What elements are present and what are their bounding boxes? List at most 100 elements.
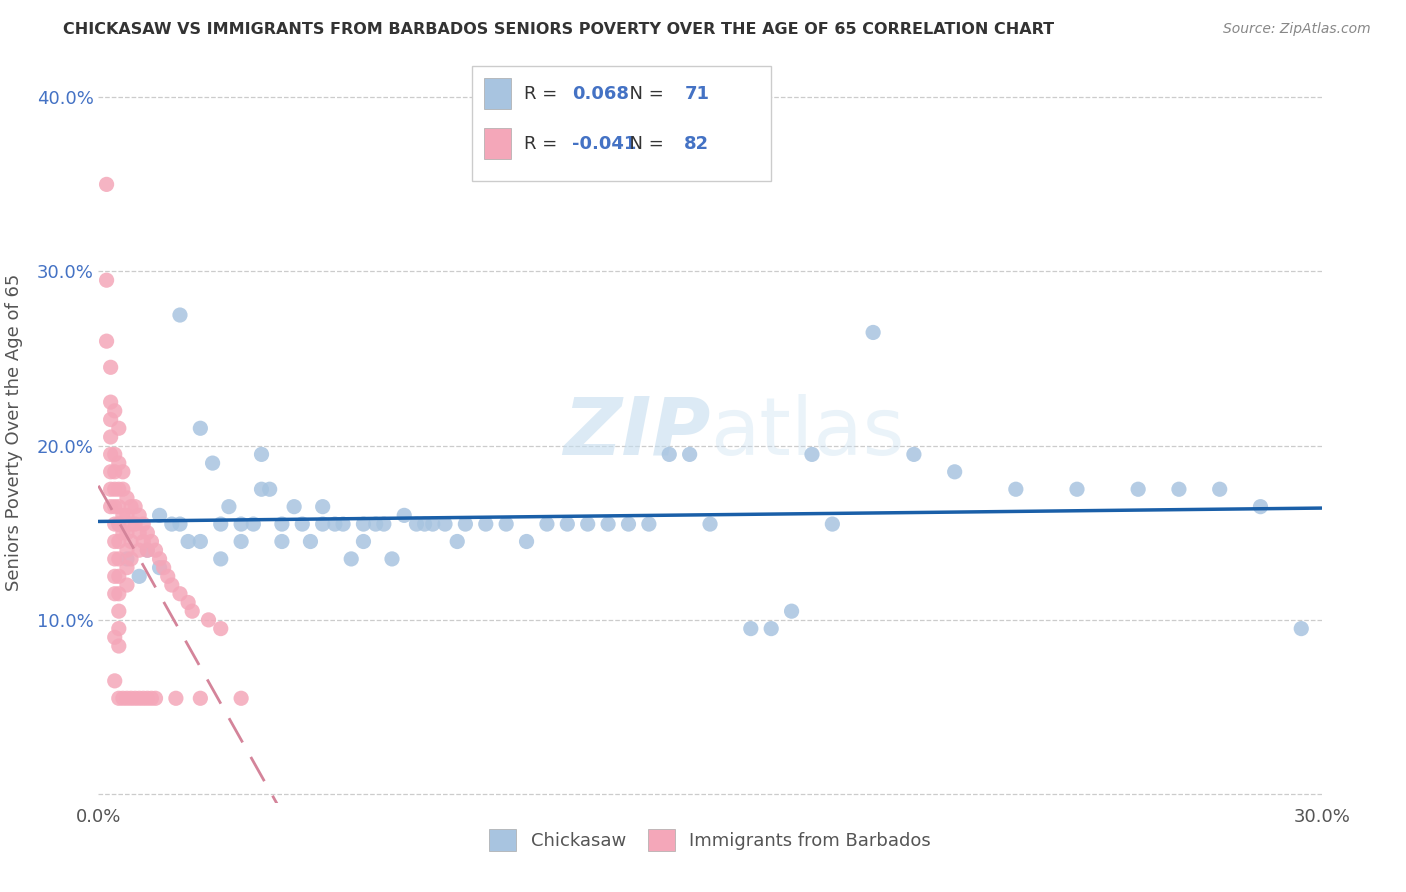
Point	[115, 543, 138, 558]
Point	[141, 534, 163, 549]
Point	[536, 517, 558, 532]
Point	[115, 560, 138, 574]
Point	[169, 308, 191, 322]
Point	[108, 622, 131, 636]
Text: N =: N =	[619, 86, 669, 103]
Point	[270, 534, 294, 549]
Point	[177, 595, 200, 609]
Point	[108, 456, 131, 470]
Point	[108, 500, 131, 514]
Point	[188, 421, 212, 435]
Point	[115, 691, 138, 706]
Point	[299, 534, 322, 549]
Point	[104, 534, 127, 549]
Point	[136, 543, 159, 558]
Point	[637, 517, 661, 532]
Point	[115, 525, 138, 540]
Point	[364, 517, 387, 532]
Point	[270, 517, 294, 532]
Point	[381, 552, 404, 566]
Point	[104, 552, 127, 566]
Point	[323, 517, 346, 532]
Point	[231, 517, 253, 532]
Point	[108, 517, 131, 532]
Point	[340, 552, 363, 566]
Point	[100, 465, 122, 479]
Point	[454, 517, 477, 532]
Point	[108, 639, 131, 653]
Point	[104, 447, 127, 461]
Point	[392, 508, 416, 523]
Point	[141, 691, 163, 706]
Point	[111, 508, 134, 523]
Point	[108, 517, 131, 532]
Point	[1291, 622, 1313, 636]
Point	[104, 517, 127, 532]
Text: 82: 82	[685, 135, 710, 153]
Point	[312, 500, 335, 514]
Point	[209, 552, 232, 566]
Point	[96, 334, 118, 348]
Point	[169, 517, 191, 532]
Point	[413, 517, 436, 532]
Point	[149, 508, 172, 523]
Point	[181, 604, 204, 618]
Point	[617, 517, 640, 532]
Point	[177, 534, 200, 549]
Point	[108, 482, 131, 496]
Point	[188, 691, 212, 706]
Point	[169, 587, 191, 601]
Point	[658, 447, 681, 461]
Point	[132, 534, 155, 549]
Point	[104, 500, 127, 514]
Point	[446, 534, 468, 549]
Point	[474, 517, 498, 532]
Text: 0.068: 0.068	[572, 86, 628, 103]
Point	[111, 482, 134, 496]
Point	[259, 482, 281, 496]
Point	[679, 447, 702, 461]
Point	[332, 517, 354, 532]
Point	[434, 517, 457, 532]
Text: CHICKASAW VS IMMIGRANTS FROM BARBADOS SENIORS POVERTY OVER THE AGE OF 65 CORRELA: CHICKASAW VS IMMIGRANTS FROM BARBADOS SE…	[63, 22, 1054, 37]
Point	[136, 525, 159, 540]
Point	[780, 604, 803, 618]
Point	[111, 691, 134, 706]
Point	[160, 517, 183, 532]
Point	[373, 517, 395, 532]
Point	[801, 447, 824, 461]
Point	[104, 587, 127, 601]
Point	[152, 560, 174, 574]
Point	[352, 517, 374, 532]
Text: R =: R =	[524, 86, 562, 103]
Point	[111, 525, 134, 540]
Point	[761, 622, 783, 636]
Point	[218, 500, 240, 514]
Point	[576, 517, 599, 532]
Point	[598, 517, 620, 532]
Point	[115, 491, 138, 505]
FancyBboxPatch shape	[471, 66, 772, 181]
Point	[1249, 500, 1271, 514]
Point	[283, 500, 305, 514]
Point	[903, 447, 925, 461]
Point	[422, 517, 444, 532]
Point	[136, 691, 159, 706]
Text: 71: 71	[685, 86, 710, 103]
Point	[96, 273, 118, 287]
Point	[120, 691, 142, 706]
Legend: Chickasaw, Immigrants from Barbados: Chickasaw, Immigrants from Barbados	[479, 821, 941, 861]
Point	[104, 404, 127, 418]
Point	[145, 543, 167, 558]
Point	[242, 517, 264, 532]
Point	[124, 500, 146, 514]
Point	[100, 447, 122, 461]
Point	[108, 587, 131, 601]
Point	[132, 517, 155, 532]
Point	[405, 517, 427, 532]
Point	[188, 534, 212, 549]
Text: Source: ZipAtlas.com: Source: ZipAtlas.com	[1223, 22, 1371, 37]
Point	[136, 543, 159, 558]
Point	[100, 500, 122, 514]
Point	[352, 534, 374, 549]
